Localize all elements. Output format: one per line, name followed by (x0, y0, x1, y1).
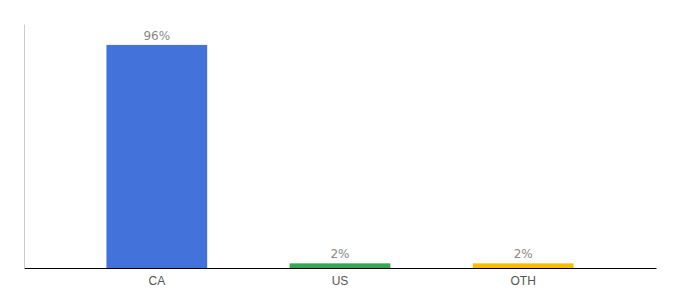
x-tick-label: US (332, 274, 349, 288)
bars (106, 45, 573, 268)
data-label: 2% (514, 247, 533, 261)
bar (290, 263, 391, 268)
y-axis (24, 25, 25, 269)
x-tick: CA (148, 268, 165, 288)
x-tick-label: OTH (511, 274, 536, 288)
chart-svg: 96% 2% 2% CA US OTH (0, 0, 680, 300)
x-tick: OTH (511, 268, 536, 288)
x-axis-line (25, 268, 657, 269)
plot-area: 96% 2% 2% CA US OTH (25, 25, 657, 288)
data-label: 96% (143, 29, 170, 43)
bar (106, 45, 207, 268)
x-axis: CA US OTH (25, 268, 657, 288)
data-labels: 96% 2% 2% (143, 29, 532, 261)
x-tick: US (332, 268, 349, 288)
chart-container: 96% 2% 2% CA US OTH (0, 0, 680, 300)
data-label: 2% (330, 247, 349, 261)
bar (473, 263, 574, 268)
x-tick-label: CA (148, 274, 165, 288)
y-axis-line (24, 25, 25, 269)
